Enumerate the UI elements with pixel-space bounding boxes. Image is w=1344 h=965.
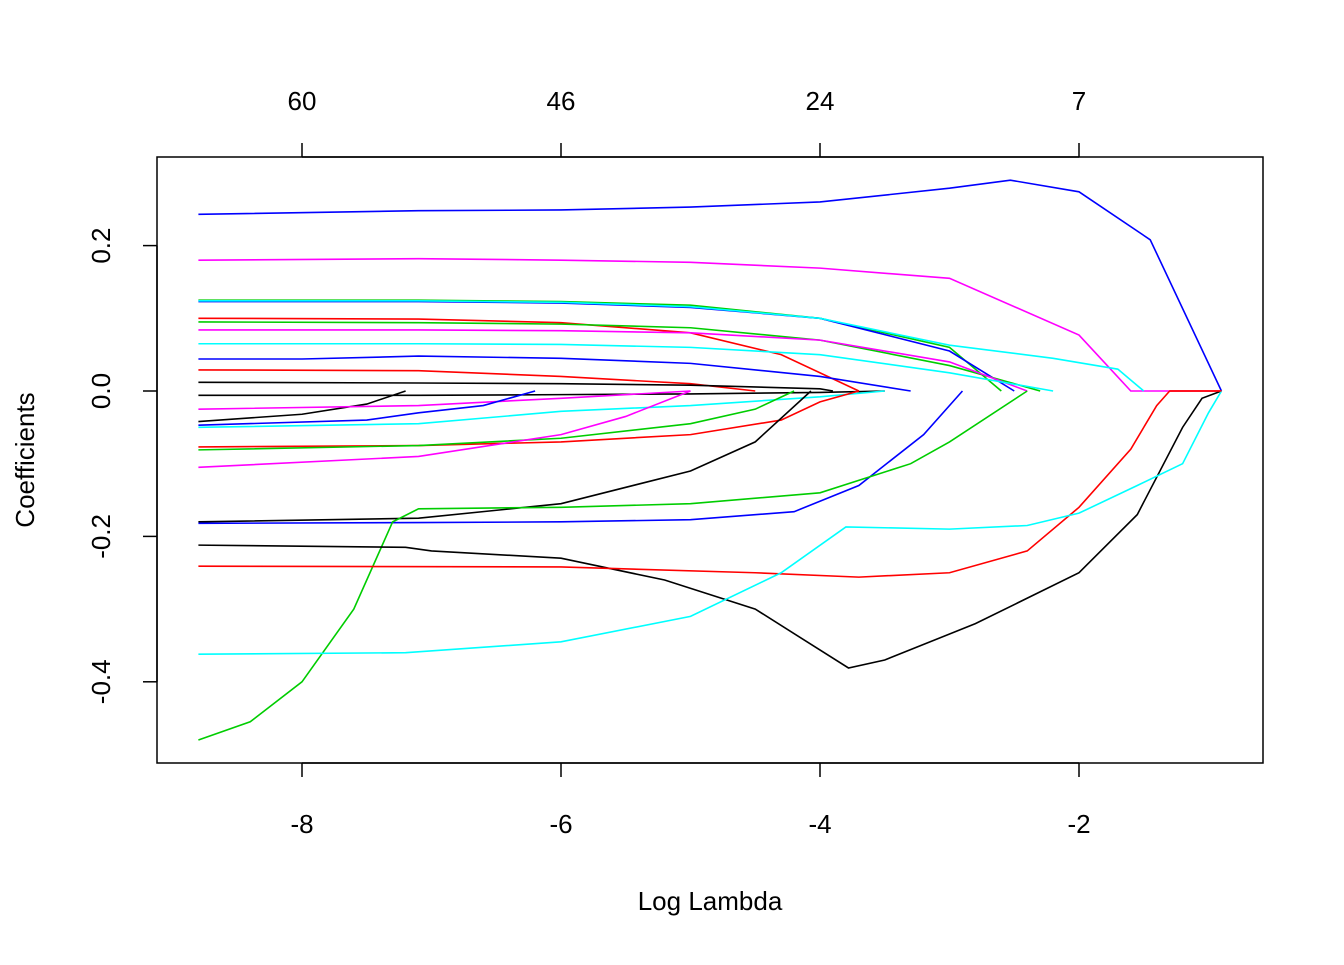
x-tick-label: -4 xyxy=(808,809,831,839)
y-axis-label: Coefficients xyxy=(10,392,40,527)
top-tick-label: 46 xyxy=(547,86,576,116)
coefficient-path-20 xyxy=(198,390,691,469)
coefficient-path-19 xyxy=(198,390,795,451)
coefficient-path-7 xyxy=(198,321,1041,392)
coefficient-path-2 xyxy=(198,257,1222,392)
x-tick-label: -8 xyxy=(290,809,313,839)
coefficient-path-12 xyxy=(198,381,834,392)
coefficient-path-23 xyxy=(198,390,1028,741)
coefficient-path-22 xyxy=(198,390,964,525)
top-tick-label: 7 xyxy=(1072,86,1086,116)
coefficient-path-8 xyxy=(198,329,1028,392)
top-tick-label: 60 xyxy=(288,86,317,116)
coefficient-path-14 xyxy=(198,390,406,423)
coefficient-path-24 xyxy=(198,390,1222,669)
coefficient-path-5 xyxy=(198,300,1145,392)
axes-layer: -8 -6 -4 -2 60 46 24 7 -0.4 -0.2 0.0 0.2 xyxy=(86,86,1091,839)
coefficient-path-21 xyxy=(198,390,812,523)
x-tick-label: -2 xyxy=(1067,809,1090,839)
coefficient-path-6 xyxy=(198,317,860,392)
coefficient-path-13 xyxy=(198,390,885,397)
coefficient-path-25 xyxy=(198,390,1222,578)
coefficient-path-17 xyxy=(198,390,536,426)
y-tick-label: -0.4 xyxy=(86,659,116,704)
y-tick-label: 0.2 xyxy=(86,228,116,264)
top-tick-label: 24 xyxy=(806,86,835,116)
plot-frame xyxy=(156,156,1264,764)
series-layer xyxy=(198,179,1223,741)
coefficient-path-15 xyxy=(198,390,691,410)
coefficient-path-26 xyxy=(198,390,1223,655)
coefficient-path-1 xyxy=(198,179,1223,392)
x-tick-label: -6 xyxy=(549,809,572,839)
y-tick-label: 0.0 xyxy=(86,373,116,409)
coefficient-path-9 xyxy=(198,342,1054,392)
coefficient-path-11 xyxy=(198,369,756,392)
coefficient-path-10 xyxy=(198,355,911,392)
coefficient-path-16 xyxy=(198,390,885,429)
y-tick-label: -0.2 xyxy=(86,514,116,559)
x-axis-label: Log Lambda xyxy=(638,886,783,916)
